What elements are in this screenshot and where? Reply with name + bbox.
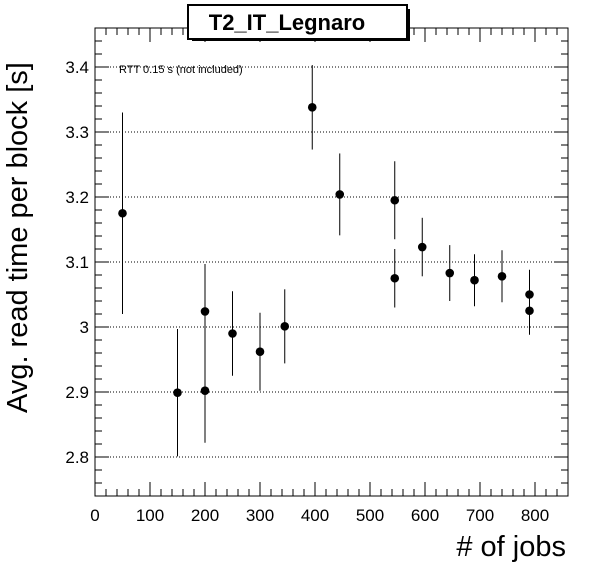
- data-points: [118, 65, 534, 457]
- marker-4: [228, 329, 237, 338]
- title-box-border: [187, 4, 408, 40]
- data-point-1: [173, 328, 182, 457]
- y-tick-label-3: 3.1: [65, 253, 89, 272]
- data-point-12: [445, 245, 455, 301]
- marker-16: [525, 306, 534, 316]
- data-point-14: [497, 250, 507, 303]
- marker-8: [335, 190, 345, 199]
- y-tick-label-4: 3.2: [65, 188, 89, 207]
- data-point-10: [390, 249, 400, 308]
- x-tick-label-1: 100: [136, 506, 164, 525]
- x-tick-label-8: 800: [521, 506, 549, 525]
- title-box-shadow-right: [407, 9, 410, 41]
- y-tick-label-1: 2.9: [65, 383, 89, 402]
- data-point-3: [200, 263, 210, 359]
- marker-0: [118, 208, 127, 218]
- rtt-annotation: RTT 0.15 s (not included): [119, 64, 243, 76]
- x-tick-label-5: 500: [356, 506, 384, 525]
- marker-11: [417, 242, 427, 252]
- x-tick-label-7: 700: [466, 506, 494, 525]
- x-tick-label-3: 300: [246, 506, 274, 525]
- data-point-4: [228, 291, 237, 376]
- marker-12: [445, 268, 455, 278]
- marker-2: [200, 386, 210, 396]
- y-tick-label-5: 3.3: [65, 123, 89, 142]
- x-tick-label-6: 600: [411, 506, 439, 525]
- data-point-5: [255, 312, 265, 391]
- data-point-11: [417, 217, 427, 277]
- marker-6: [280, 322, 290, 331]
- marker-10: [390, 273, 400, 283]
- chart-title: T2_IT_Legnaro: [209, 10, 365, 35]
- title-box-shadow-bottom: [192, 39, 410, 41]
- y-tick-label-6: 3.4: [65, 58, 89, 77]
- y-axis-title: Avg. read time per block [s]: [2, 62, 34, 413]
- y-tick-label-2: 3: [80, 318, 89, 337]
- title-box: T2_IT_Legnaro: [187, 4, 410, 41]
- marker-1: [173, 388, 182, 397]
- data-point-0: [118, 112, 127, 314]
- x-tick-label-4: 400: [301, 506, 329, 525]
- x-tick-label-0: 0: [90, 506, 99, 525]
- marker-13: [470, 275, 479, 285]
- x-tick-label-2: 200: [191, 506, 219, 525]
- data-point-6: [280, 289, 290, 364]
- marker-5: [255, 347, 265, 357]
- y-tick-label-0: 2.8: [65, 448, 89, 467]
- marker-14: [497, 272, 507, 281]
- data-point-9: [390, 161, 400, 240]
- marker-3: [200, 307, 210, 316]
- tick-labels: 0 100 200 300 400 500 600 700 800 2.8 2.9 3 3.1 3.2 3.…: [65, 58, 549, 525]
- x-axis-title: # of jobs: [456, 531, 566, 563]
- marker-9: [390, 195, 400, 205]
- data-point-7: [307, 65, 317, 150]
- data-point-13: [470, 254, 479, 307]
- marker-7: [307, 103, 317, 112]
- data-point-16: [525, 286, 534, 335]
- data-point-8: [335, 153, 345, 236]
